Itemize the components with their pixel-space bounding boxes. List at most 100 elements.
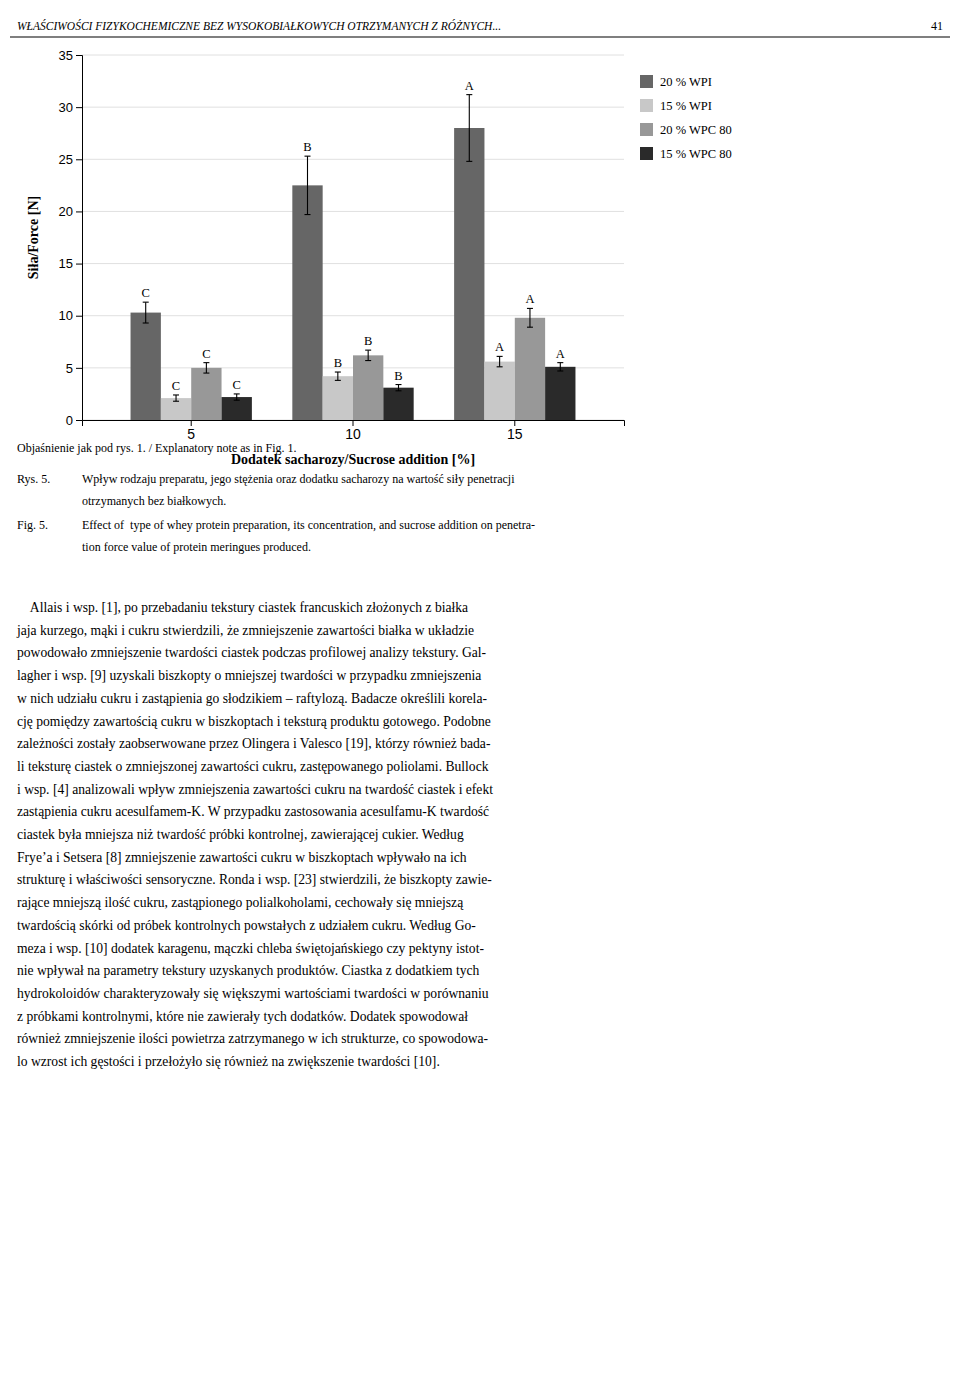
y-tick-label: 30	[59, 100, 73, 115]
error-bar-cap	[396, 390, 402, 391]
body-line: z próbkami kontrolnymi, które nie zawier…	[17, 1009, 468, 1024]
body-line: ciastek była mniejsza niż twardość próbk…	[17, 827, 464, 842]
bar	[131, 313, 161, 420]
y-axis-line	[76, 56, 83, 421]
error-bar	[527, 308, 533, 327]
error-bar-cap	[304, 156, 310, 157]
legend-label: 20 % WPI	[660, 75, 712, 89]
bar	[191, 368, 221, 420]
caption-label: Rys. 5.	[17, 472, 50, 486]
error-bar-stem	[206, 363, 207, 373]
error-bar-cap	[234, 393, 240, 394]
error-bar	[365, 350, 371, 360]
grid-line	[82, 315, 624, 316]
error-bar-stem	[529, 308, 530, 327]
legend-label: 20 % WPC 80	[660, 123, 732, 137]
legend-swatch	[640, 99, 653, 112]
error-bar-cap	[335, 371, 341, 372]
letter-label: A	[525, 292, 534, 306]
error-bar-cap	[203, 362, 209, 363]
error-bar-cap	[527, 308, 533, 309]
y-tick-label: 0	[66, 413, 73, 428]
y-tick-label: 35	[59, 48, 73, 63]
body-line: hydrokoloidów charakteryzowały się więks…	[17, 986, 489, 1001]
error-bar	[173, 395, 179, 401]
letter-label: A	[465, 79, 474, 93]
letter-label: C	[202, 347, 210, 361]
letter-label: C	[233, 378, 241, 392]
letter-label: C	[172, 379, 180, 393]
body-line: rające mniejszą ilość cukru, zastąpioneg…	[17, 895, 464, 910]
y-tick: 0	[66, 413, 82, 428]
header-rule	[10, 36, 950, 37]
y-axis-title: Siła/Force [N]	[26, 196, 41, 279]
error-bar-cap	[365, 360, 371, 361]
marks	[131, 95, 576, 420]
bar	[454, 128, 484, 420]
y-tick-label: 15	[59, 256, 73, 271]
legend-label: 15 % WPI	[660, 99, 712, 113]
y-tick-label: 5	[66, 361, 73, 376]
caption-label: Fig. 5.	[17, 518, 48, 532]
caption-line: Wpływ rodzaju preparatu, jego stężenia o…	[82, 472, 515, 486]
error-bar-stem	[175, 395, 176, 401]
body-line: zależności zostały zaobserwowane przez O…	[17, 736, 491, 751]
error-bar-cap	[466, 94, 472, 95]
x-tick-label: 15	[507, 426, 523, 442]
grid-line	[82, 263, 624, 264]
series	[131, 95, 485, 420]
error-bar-cap	[304, 214, 310, 215]
header-text: WŁAŚCIWOŚCI FIZYKOCHEMICZNE BEZ WYSOKOBI…	[17, 19, 501, 32]
x-tick-label: 10	[345, 426, 361, 442]
legend-swatch	[640, 75, 653, 88]
error-bar	[557, 363, 563, 371]
error-bar-cap	[527, 327, 533, 328]
series	[222, 363, 576, 420]
caption-line: otrzymanych bez białkowych.	[82, 494, 226, 508]
error-bar-cap	[173, 401, 179, 402]
y-tick-mark	[76, 55, 82, 56]
body-line: Allais i wsp. [1], po przebadaniu tekstu…	[17, 600, 468, 615]
bar	[545, 367, 575, 420]
error-bar-cap	[173, 394, 179, 395]
error-bar-stem	[560, 363, 561, 371]
y-tick: 30	[59, 100, 82, 115]
error-bar-cap	[234, 400, 240, 401]
error-bar-stem	[236, 394, 237, 400]
body-line: lo wzrost ich gęstości i przełożyło się …	[17, 1054, 440, 1069]
error-bar-cap	[396, 384, 402, 385]
letter-label: A	[556, 347, 565, 361]
letter-labels: CBACBACBACBA	[142, 79, 565, 393]
y-tick-mark	[76, 159, 82, 160]
y-tick-label: 10	[59, 308, 73, 323]
letter-label: B	[394, 369, 402, 383]
x-tick: 15	[507, 420, 523, 442]
y-tick-mark	[76, 211, 82, 212]
y-tick-mark	[76, 107, 82, 108]
legend-label: 15 % WPC 80	[660, 147, 732, 161]
grid-line	[82, 159, 624, 160]
body-line: i wsp. [4] analizowali wpływ zmniejszeni…	[17, 782, 493, 797]
bar	[383, 388, 413, 420]
bar	[484, 362, 514, 420]
error-bar	[396, 385, 402, 391]
error-bar-cap	[497, 366, 503, 367]
y-tick: 25	[59, 152, 82, 167]
error-bar-stem	[307, 156, 308, 214]
error-bar	[497, 356, 503, 366]
page: WŁAŚCIWOŚCI FIZYKOCHEMICZNE BEZ WYSOKOBI…	[0, 0, 960, 1398]
body-line: powodowało zmniejszenie twardości ciaste…	[17, 645, 487, 660]
body-line: strukturę i właściwości sensoryczne. Ron…	[17, 872, 492, 887]
grid	[82, 55, 624, 420]
legend-item: 20 % WPC 80	[640, 123, 732, 137]
y-axis: 0 5 10 15 20 25 30 35	[59, 48, 83, 428]
y-tick-mark	[76, 420, 82, 421]
caption-line: tion force value of protein meringues pr…	[82, 540, 311, 554]
body-line: również zmniejszenie ilości powietrza za…	[17, 1031, 489, 1046]
legend-swatch	[640, 147, 653, 160]
legend-item: 15 % WPC 80	[640, 147, 732, 161]
letter-label: B	[364, 334, 372, 348]
y-tick: 20	[59, 204, 82, 219]
error-bar-cap	[365, 350, 371, 351]
letter-label: A	[495, 340, 504, 354]
